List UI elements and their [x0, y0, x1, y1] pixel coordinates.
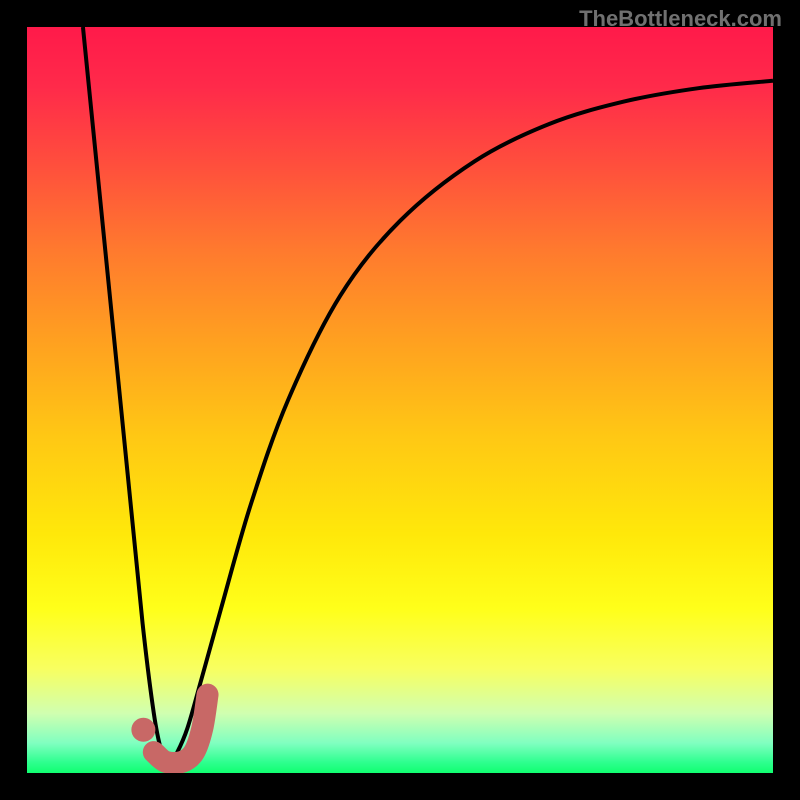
chart-container: TheBottleneck.com	[0, 0, 800, 800]
plot-area	[27, 27, 773, 773]
gradient-background	[27, 27, 773, 773]
watermark-text: TheBottleneck.com	[579, 6, 782, 32]
